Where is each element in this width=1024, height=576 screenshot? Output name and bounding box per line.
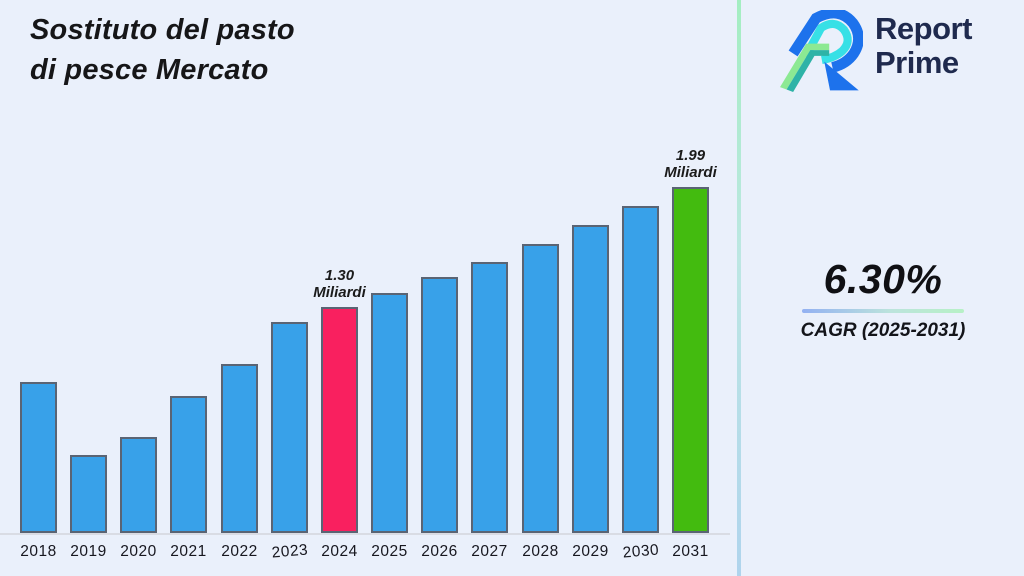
annotation-unit: Miliardi (664, 164, 717, 181)
x-tick-2019: 2019 (70, 543, 107, 560)
logo-green-ribbon (780, 43, 830, 90)
x-tick-2021: 2021 (170, 543, 207, 560)
vertical-divider (737, 0, 741, 576)
logo-teal-ribbon (786, 50, 830, 92)
annotation-2024: 1.30 Miliardi (292, 267, 388, 301)
x-tick-2026: 2026 (421, 543, 458, 560)
cagr-label: CAGR (2025-2031) (800, 320, 966, 341)
x-tick-2028: 2028 (522, 543, 559, 560)
x-tick-2031: 2031 (672, 543, 709, 560)
page-title-line1: Sostituto del pasto (30, 14, 295, 46)
x-axis-line (0, 533, 730, 535)
bar-2022 (221, 364, 258, 533)
annotation-value: 1.30 (324, 267, 355, 284)
bar-2024 (321, 307, 358, 533)
bar-2031 (672, 187, 709, 533)
cagr-underline (802, 309, 964, 313)
logo-blue-leg (824, 61, 859, 91)
logo-blue-arc (788, 10, 863, 73)
bar-2027 (471, 262, 508, 533)
cagr-panel: 6.30% CAGR (2025-2031) (798, 256, 968, 342)
x-tick-2024: 2024 (321, 543, 358, 560)
bar-2026 (421, 277, 458, 533)
annotation-value: 1.99 (675, 147, 706, 164)
x-tick-2027: 2027 (471, 543, 508, 560)
x-tick-2022: 2022 (221, 543, 258, 560)
x-tick-2030: 2030 (621, 541, 660, 562)
logo-text-report: Report (875, 11, 972, 46)
cagr-value: 6.30% (823, 256, 943, 302)
bar-2029 (572, 225, 609, 533)
bar-chart: 2018 2019 2020 2021 2022 2023 2024 2025 2026 2027… (0, 147, 739, 562)
bar-2020 (120, 437, 157, 533)
report-prime-logo-icon (780, 10, 863, 92)
report-prime-logo-text: Report Prime (875, 12, 972, 80)
x-tick-2025: 2025 (371, 543, 408, 560)
annotation-2031: 1.99 Miliardi (643, 147, 739, 181)
page-title: Sostituto del pasto di pesce Mercato (30, 10, 295, 90)
bar-2030 (622, 206, 659, 533)
bar-2021 (170, 396, 207, 533)
bar-2023 (271, 322, 308, 533)
report-prime-logo: Report Prime (779, 8, 1009, 94)
bar-2018 (20, 382, 57, 533)
x-tick-2029: 2029 (572, 543, 609, 560)
bar-2019 (70, 455, 107, 533)
logo-cyan-arc (801, 19, 852, 65)
x-tick-2018: 2018 (20, 543, 57, 560)
page-title-line2: di pesce Mercato (30, 54, 269, 86)
logo-text-prime: Prime (875, 45, 959, 80)
x-tick-2020: 2020 (120, 543, 157, 560)
x-tick-2023: 2023 (270, 541, 309, 562)
bar-2025 (371, 293, 408, 533)
bar-2028 (522, 244, 559, 533)
annotation-unit: Miliardi (313, 284, 366, 301)
